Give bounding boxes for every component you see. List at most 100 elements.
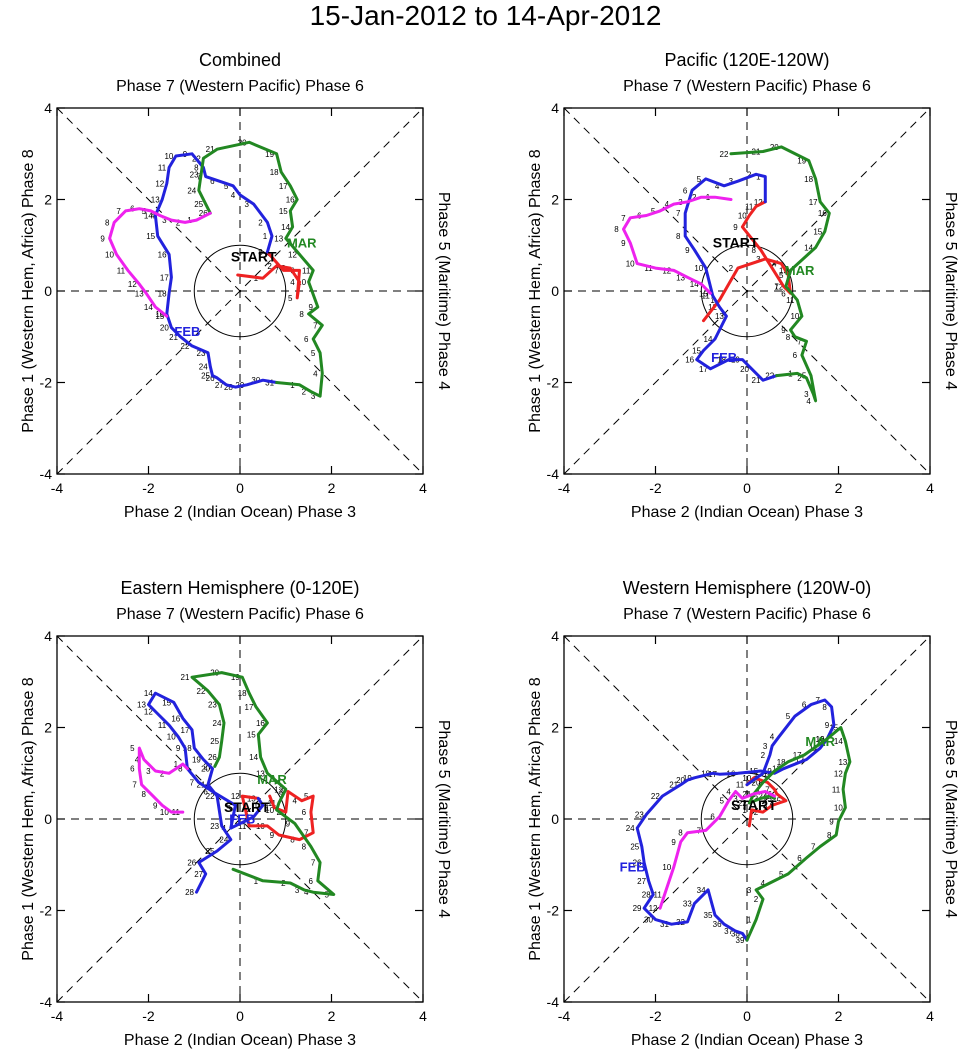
day-number-label: 2 <box>745 790 750 799</box>
trace-mar <box>197 140 324 398</box>
day-number-label: 7 <box>797 337 802 346</box>
day-number-label: 4 <box>313 369 318 378</box>
trace-feb <box>683 172 779 382</box>
x-tick-label: 4 <box>926 1008 934 1024</box>
phase-diagram-panel-1: Combined Phase 7 (Western Pacific) Phase … <box>20 50 452 521</box>
day-number-label: 21 <box>169 333 178 342</box>
day-number-label: 12 <box>128 280 137 289</box>
day-number-label: 4 <box>761 879 766 888</box>
day-number-label: 18 <box>270 168 279 177</box>
y-tick-label: 0 <box>44 811 52 827</box>
day-number-label: 24 <box>187 186 196 195</box>
day-number-label: 5 <box>130 744 135 753</box>
day-number-label: 17 <box>793 751 802 760</box>
day-number-label: 8 <box>822 703 827 712</box>
day-number-label: 25 <box>201 372 210 381</box>
day-number-label: 3 <box>733 794 738 803</box>
day-number-label: 5 <box>651 207 656 216</box>
day-number-label: 10 <box>834 804 843 813</box>
day-number-label: 5 <box>224 182 229 191</box>
day-number-label: 5 <box>719 797 724 806</box>
day-number-label: 19 <box>155 310 164 319</box>
day-number-label: 24 <box>199 362 208 371</box>
day-number-label: 17 <box>809 198 818 207</box>
amplitude-one-circle <box>700 244 794 338</box>
day-number-label: 6 <box>683 186 688 195</box>
day-number-label: 12 <box>834 769 843 778</box>
trace-mar <box>745 726 852 942</box>
day-number-label: 26 <box>633 858 642 867</box>
day-number-label: 9 <box>781 326 786 335</box>
day-number-label: 22 <box>181 342 190 351</box>
x-tick-label: 2 <box>835 1008 843 1024</box>
day-number-label: 17 <box>279 182 288 191</box>
day-number-label: 19 <box>192 756 201 765</box>
day-number-label: 8 <box>614 225 619 234</box>
day-number-label: 7 <box>190 778 195 787</box>
day-number-label: 24 <box>219 836 228 845</box>
day-number-label: 12 <box>795 756 804 765</box>
y-tick-label: -2 <box>40 375 53 391</box>
month-label-feb: FEB <box>620 860 646 875</box>
left-phase-label: Phase 1 (Western Hem, Africa) Phase 8 <box>527 677 544 960</box>
day-number-label: 20 <box>160 324 169 333</box>
day-number-label: 10 <box>790 312 799 321</box>
day-number-label: 3 <box>756 255 761 264</box>
day-number-label: 6 <box>781 289 786 298</box>
day-number-label: 1 <box>754 769 759 778</box>
day-number-label: 5 <box>226 801 231 810</box>
top-phase-label: Phase 7 (Western Pacific) Phase 6 <box>116 606 364 623</box>
trace-feb <box>147 691 265 894</box>
day-number-label: 6 <box>304 335 309 344</box>
day-number-label: 28 <box>224 383 233 392</box>
day-number-label: 17 <box>245 703 254 712</box>
day-number-label: 11 <box>238 822 247 831</box>
day-number-label: 3 <box>235 817 240 826</box>
panel-title: Western Hemisphere (120W-0) <box>623 578 871 598</box>
day-number-label: 16 <box>685 356 694 365</box>
top-phase-label: Phase 7 (Western Pacific) Phase 6 <box>116 78 364 95</box>
day-number-label: 5 <box>786 712 791 721</box>
day-number-label: 27 <box>215 381 224 390</box>
x-tick-label: -4 <box>51 480 64 496</box>
day-number-label: 10 <box>626 260 635 269</box>
day-number-label: 14 <box>144 303 153 312</box>
day-number-label: 15 <box>247 730 256 739</box>
day-number-label: 27 <box>637 877 646 886</box>
day-number-label: 23 <box>197 349 206 358</box>
day-number-label: 5 <box>779 271 784 280</box>
day-number-label: 34 <box>697 886 706 895</box>
day-number-label: 18 <box>158 289 167 298</box>
day-number-label: 6 <box>793 351 798 360</box>
x-tick-label: -2 <box>142 1008 155 1024</box>
day-number-label: 8 <box>178 765 183 774</box>
trace-mar <box>729 145 831 403</box>
day-number-label: 4 <box>304 888 309 897</box>
day-number-label: 15 <box>279 207 288 216</box>
x-tick-label: -4 <box>51 1008 64 1024</box>
x-tick-label: 0 <box>236 480 244 496</box>
x-tick-label: 0 <box>743 480 751 496</box>
day-number-label: 7 <box>311 858 316 867</box>
day-number-label: 13 <box>274 234 283 243</box>
day-number-label: 12 <box>155 179 164 188</box>
day-number-label: 5 <box>779 870 784 879</box>
day-number-label: 12 <box>754 198 763 207</box>
day-number-label: 1 <box>265 804 270 813</box>
day-number-label: 2 <box>754 808 759 817</box>
day-number-label: 2 <box>747 170 752 179</box>
day-number-label: 3 <box>747 886 752 895</box>
day-number-label: 5 <box>697 175 702 184</box>
day-number-label: 27 <box>194 870 203 879</box>
day-number-label: 1 <box>710 296 715 305</box>
bottom-phase-label: Phase 2 (Indian Ocean) Phase 3 <box>124 504 356 521</box>
day-number-label: 6 <box>797 854 802 863</box>
day-number-label: 11 <box>745 202 754 211</box>
y-tick-label: 2 <box>44 192 52 208</box>
day-number-label: 14 <box>281 223 290 232</box>
day-number-label: 4 <box>231 191 236 200</box>
day-number-label: 6 <box>210 177 215 186</box>
day-number-label: 17 <box>699 365 708 374</box>
month-label-feb: FEB <box>711 350 737 365</box>
amplitude-one-circle <box>193 244 287 338</box>
